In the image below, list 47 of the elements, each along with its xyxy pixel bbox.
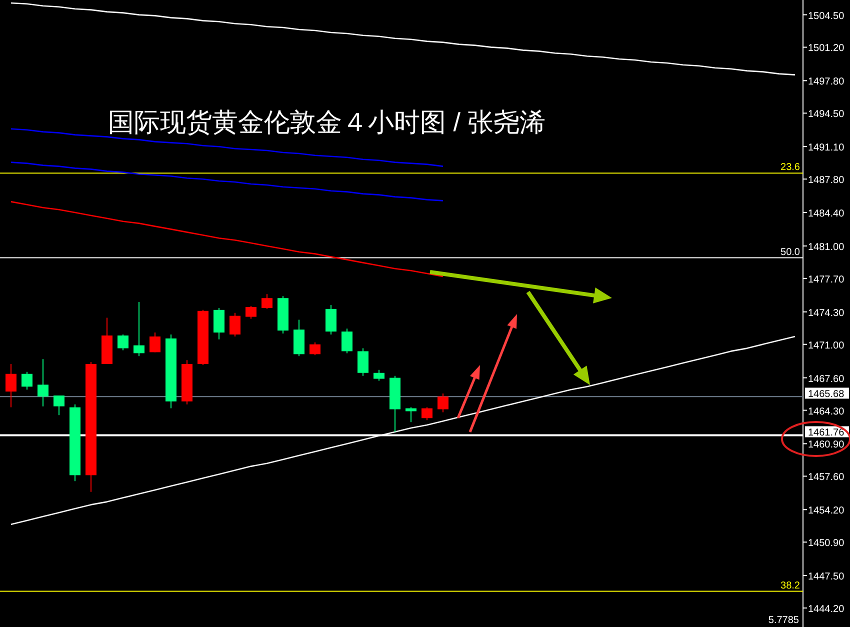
y-tick-label: 1447.50 bbox=[808, 572, 845, 583]
candlestick bbox=[326, 304, 336, 336]
y-tick-label: 1474.30 bbox=[808, 308, 845, 319]
candlestick bbox=[6, 364, 16, 408]
candlestick bbox=[150, 332, 160, 353]
candlestick bbox=[38, 358, 48, 407]
candlestick bbox=[438, 393, 448, 413]
candlestick bbox=[246, 305, 256, 320]
y-tick-label: 1497.80 bbox=[808, 76, 845, 88]
y-tick-label: 1501.20 bbox=[808, 43, 845, 54]
candlestick bbox=[134, 302, 144, 357]
annotation: 23.6 bbox=[780, 162, 800, 174]
text: 国际现货黄金伦敦金４小时图 / 张尧浠 bbox=[108, 107, 546, 137]
y-tick-label: 1450.90 bbox=[808, 538, 845, 550]
y-tick-label: 1494.50 bbox=[808, 109, 845, 120]
candlestick bbox=[22, 371, 32, 390]
annotation: 5.7785 bbox=[768, 615, 800, 626]
candlestick bbox=[54, 395, 64, 416]
candlestick bbox=[358, 348, 368, 376]
annotation: 50.0 bbox=[780, 246, 800, 258]
ref-line-label: 1465.68 bbox=[808, 389, 845, 400]
y-tick-label: 1467.60 bbox=[808, 374, 845, 385]
y-tick-label: 1491.10 bbox=[808, 142, 845, 154]
y-tick-label: 1484.40 bbox=[808, 208, 845, 220]
y-tick-label: 1464.30 bbox=[808, 406, 845, 418]
candlestick bbox=[262, 294, 272, 310]
ref-line-label: 1461.76 bbox=[808, 428, 845, 439]
y-tick-label: 1504.50 bbox=[808, 10, 845, 22]
line-series bbox=[10, 201, 444, 278]
candlestick bbox=[230, 312, 240, 337]
y-tick-label: 1454.20 bbox=[808, 506, 845, 517]
y-tick-label: 1460.90 bbox=[808, 440, 845, 451]
y-tick-label: 1477.70 bbox=[808, 274, 845, 286]
line-series bbox=[10, 162, 444, 202]
y-tick-label: 1487.80 bbox=[808, 175, 845, 186]
annotation: 38.2 bbox=[780, 580, 800, 592]
y-tick-label: 1444.20 bbox=[808, 604, 845, 616]
y-tick-label: 1471.00 bbox=[808, 340, 845, 352]
candlestick bbox=[118, 334, 128, 351]
candlestick bbox=[342, 328, 352, 354]
y-tick-label: 1481.00 bbox=[808, 242, 845, 253]
candlestick bbox=[310, 342, 320, 356]
candlestick bbox=[374, 369, 384, 382]
candlestick bbox=[422, 406, 432, 421]
candlestick bbox=[214, 307, 224, 340]
line-series bbox=[10, 2, 796, 76]
y-tick-label: 1457.60 bbox=[808, 472, 845, 484]
